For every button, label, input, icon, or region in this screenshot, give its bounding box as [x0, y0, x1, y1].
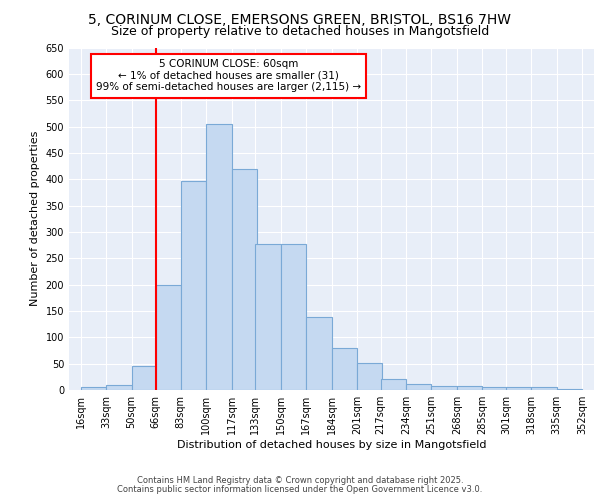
Y-axis label: Number of detached properties: Number of detached properties [30, 131, 40, 306]
Text: Size of property relative to detached houses in Mangotsfield: Size of property relative to detached ho… [111, 25, 489, 38]
Bar [206, 124, 232, 390]
Bar [181, 181, 206, 390]
Bar [131, 366, 157, 390]
Bar [457, 386, 482, 390]
Bar [155, 284, 181, 390]
Bar [532, 388, 557, 390]
Bar [381, 380, 406, 390]
Bar [81, 388, 106, 390]
Bar [281, 244, 306, 390]
Bar [482, 388, 508, 390]
Text: Contains HM Land Registry data © Crown copyright and database right 2025.: Contains HM Land Registry data © Crown c… [137, 476, 463, 485]
X-axis label: Distribution of detached houses by size in Mangotsfield: Distribution of detached houses by size … [177, 440, 486, 450]
Bar [106, 384, 131, 390]
Bar [406, 384, 431, 390]
Bar [306, 318, 331, 390]
Bar [256, 244, 281, 390]
Bar [357, 362, 382, 390]
Text: Contains public sector information licensed under the Open Government Licence v3: Contains public sector information licen… [118, 484, 482, 494]
Bar [557, 389, 582, 390]
Bar [431, 386, 457, 390]
Text: 5 CORINUM CLOSE: 60sqm
← 1% of detached houses are smaller (31)
99% of semi-deta: 5 CORINUM CLOSE: 60sqm ← 1% of detached … [96, 59, 361, 92]
Bar [506, 388, 532, 390]
Text: 5, CORINUM CLOSE, EMERSONS GREEN, BRISTOL, BS16 7HW: 5, CORINUM CLOSE, EMERSONS GREEN, BRISTO… [89, 12, 511, 26]
Bar [331, 348, 357, 390]
Bar [232, 168, 257, 390]
